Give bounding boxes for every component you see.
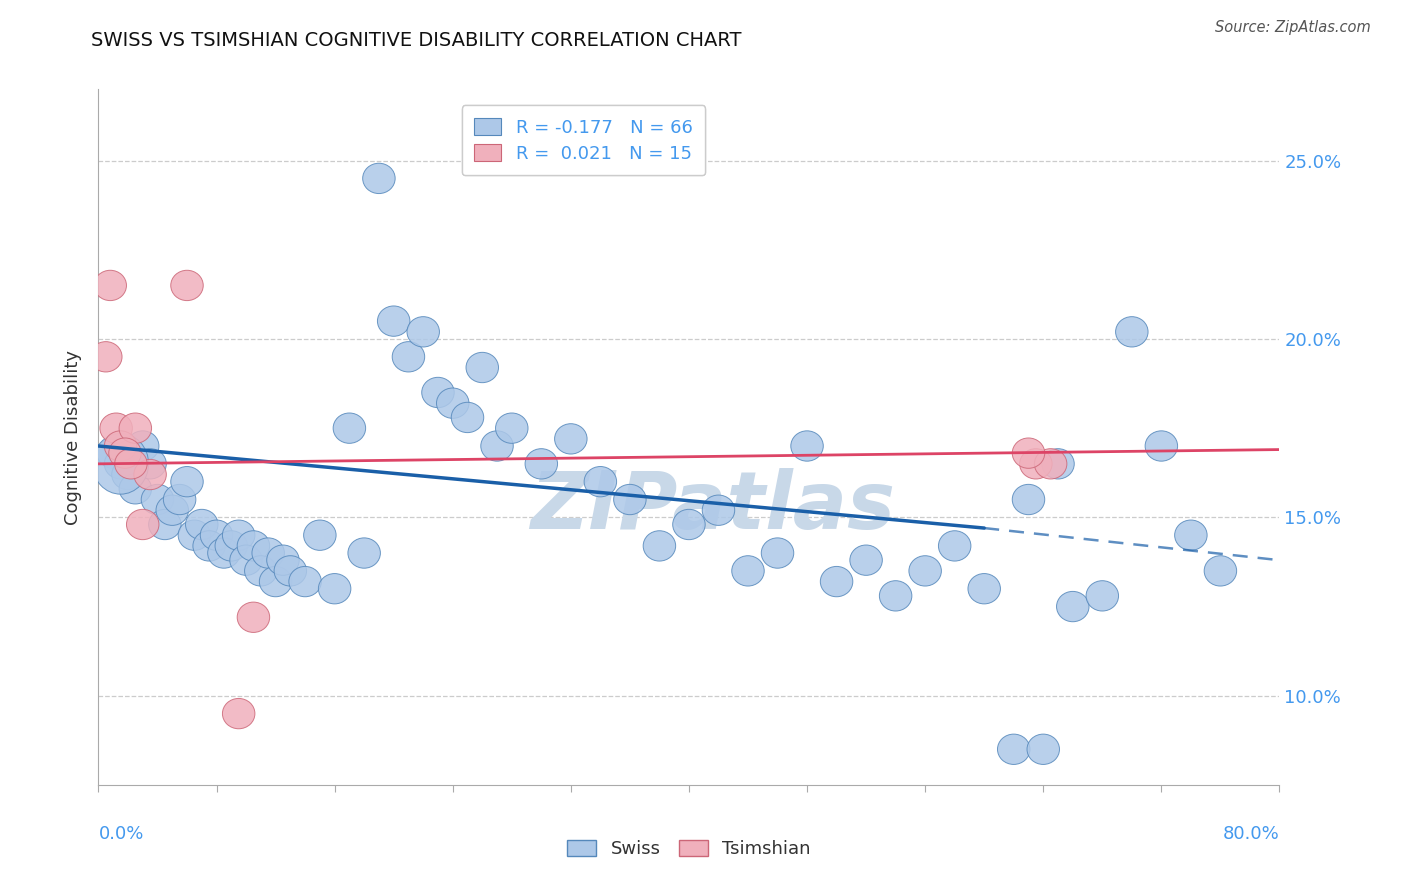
Text: SWISS VS TSIMSHIAN COGNITIVE DISABILITY CORRELATION CHART: SWISS VS TSIMSHIAN COGNITIVE DISABILITY … (91, 31, 742, 50)
Text: ZIPatlas: ZIPatlas (530, 467, 896, 546)
Ellipse shape (245, 556, 277, 586)
Ellipse shape (1174, 520, 1208, 550)
Ellipse shape (1012, 484, 1045, 515)
Ellipse shape (451, 402, 484, 433)
Ellipse shape (1056, 591, 1090, 622)
Ellipse shape (104, 431, 136, 461)
Ellipse shape (1035, 449, 1067, 479)
Ellipse shape (849, 545, 883, 575)
Ellipse shape (222, 698, 254, 729)
Ellipse shape (222, 520, 254, 550)
Ellipse shape (436, 388, 470, 418)
Ellipse shape (104, 449, 136, 479)
Ellipse shape (761, 538, 794, 568)
Ellipse shape (495, 413, 529, 443)
Ellipse shape (790, 431, 824, 461)
Ellipse shape (481, 431, 513, 461)
Ellipse shape (238, 531, 270, 561)
Ellipse shape (377, 306, 411, 336)
Ellipse shape (997, 734, 1031, 764)
Ellipse shape (583, 467, 617, 497)
Ellipse shape (127, 509, 159, 540)
Legend: R = -0.177   N = 66, R =  0.021   N = 15: R = -0.177 N = 66, R = 0.021 N = 15 (461, 105, 706, 176)
Ellipse shape (363, 163, 395, 194)
Ellipse shape (90, 342, 122, 372)
Ellipse shape (179, 520, 211, 550)
Ellipse shape (820, 566, 853, 597)
Ellipse shape (156, 495, 188, 525)
Ellipse shape (1144, 431, 1178, 461)
Ellipse shape (120, 474, 152, 504)
Ellipse shape (127, 431, 159, 461)
Ellipse shape (215, 531, 247, 561)
Ellipse shape (333, 413, 366, 443)
Ellipse shape (229, 545, 263, 575)
Ellipse shape (392, 342, 425, 372)
Ellipse shape (200, 520, 233, 550)
Ellipse shape (259, 566, 292, 597)
Ellipse shape (613, 484, 647, 515)
Ellipse shape (274, 556, 307, 586)
Ellipse shape (731, 556, 765, 586)
Y-axis label: Cognitive Disability: Cognitive Disability (65, 350, 83, 524)
Ellipse shape (186, 509, 218, 540)
Ellipse shape (141, 484, 174, 515)
Ellipse shape (149, 509, 181, 540)
Ellipse shape (267, 545, 299, 575)
Ellipse shape (422, 377, 454, 408)
Legend: Swiss, Tsimshian: Swiss, Tsimshian (560, 832, 818, 865)
Ellipse shape (465, 352, 499, 383)
Ellipse shape (938, 531, 972, 561)
Ellipse shape (908, 556, 942, 586)
Ellipse shape (108, 438, 141, 468)
Ellipse shape (163, 484, 195, 515)
Ellipse shape (111, 459, 145, 490)
Text: 0.0%: 0.0% (98, 825, 143, 843)
Ellipse shape (1026, 734, 1060, 764)
Ellipse shape (304, 520, 336, 550)
Ellipse shape (115, 449, 148, 479)
Ellipse shape (134, 449, 166, 479)
Ellipse shape (134, 459, 166, 490)
Ellipse shape (1115, 317, 1149, 347)
Ellipse shape (524, 449, 558, 479)
Ellipse shape (170, 270, 204, 301)
Ellipse shape (170, 467, 204, 497)
Ellipse shape (100, 413, 132, 443)
Ellipse shape (120, 413, 152, 443)
Ellipse shape (1012, 438, 1045, 468)
Ellipse shape (347, 538, 381, 568)
Ellipse shape (288, 566, 322, 597)
Ellipse shape (672, 509, 706, 540)
Ellipse shape (702, 495, 735, 525)
Ellipse shape (406, 317, 440, 347)
Text: 80.0%: 80.0% (1223, 825, 1279, 843)
Ellipse shape (967, 574, 1001, 604)
Ellipse shape (97, 438, 129, 468)
Ellipse shape (1204, 556, 1237, 586)
Ellipse shape (1019, 449, 1052, 479)
Ellipse shape (252, 538, 284, 568)
Ellipse shape (193, 531, 225, 561)
Ellipse shape (1085, 581, 1119, 611)
Ellipse shape (643, 531, 676, 561)
Ellipse shape (208, 538, 240, 568)
Ellipse shape (554, 424, 588, 454)
Ellipse shape (94, 270, 127, 301)
Ellipse shape (238, 602, 270, 632)
Ellipse shape (1042, 449, 1074, 479)
Ellipse shape (318, 574, 352, 604)
Ellipse shape (93, 434, 149, 494)
Ellipse shape (879, 581, 912, 611)
Text: Source: ZipAtlas.com: Source: ZipAtlas.com (1215, 20, 1371, 35)
